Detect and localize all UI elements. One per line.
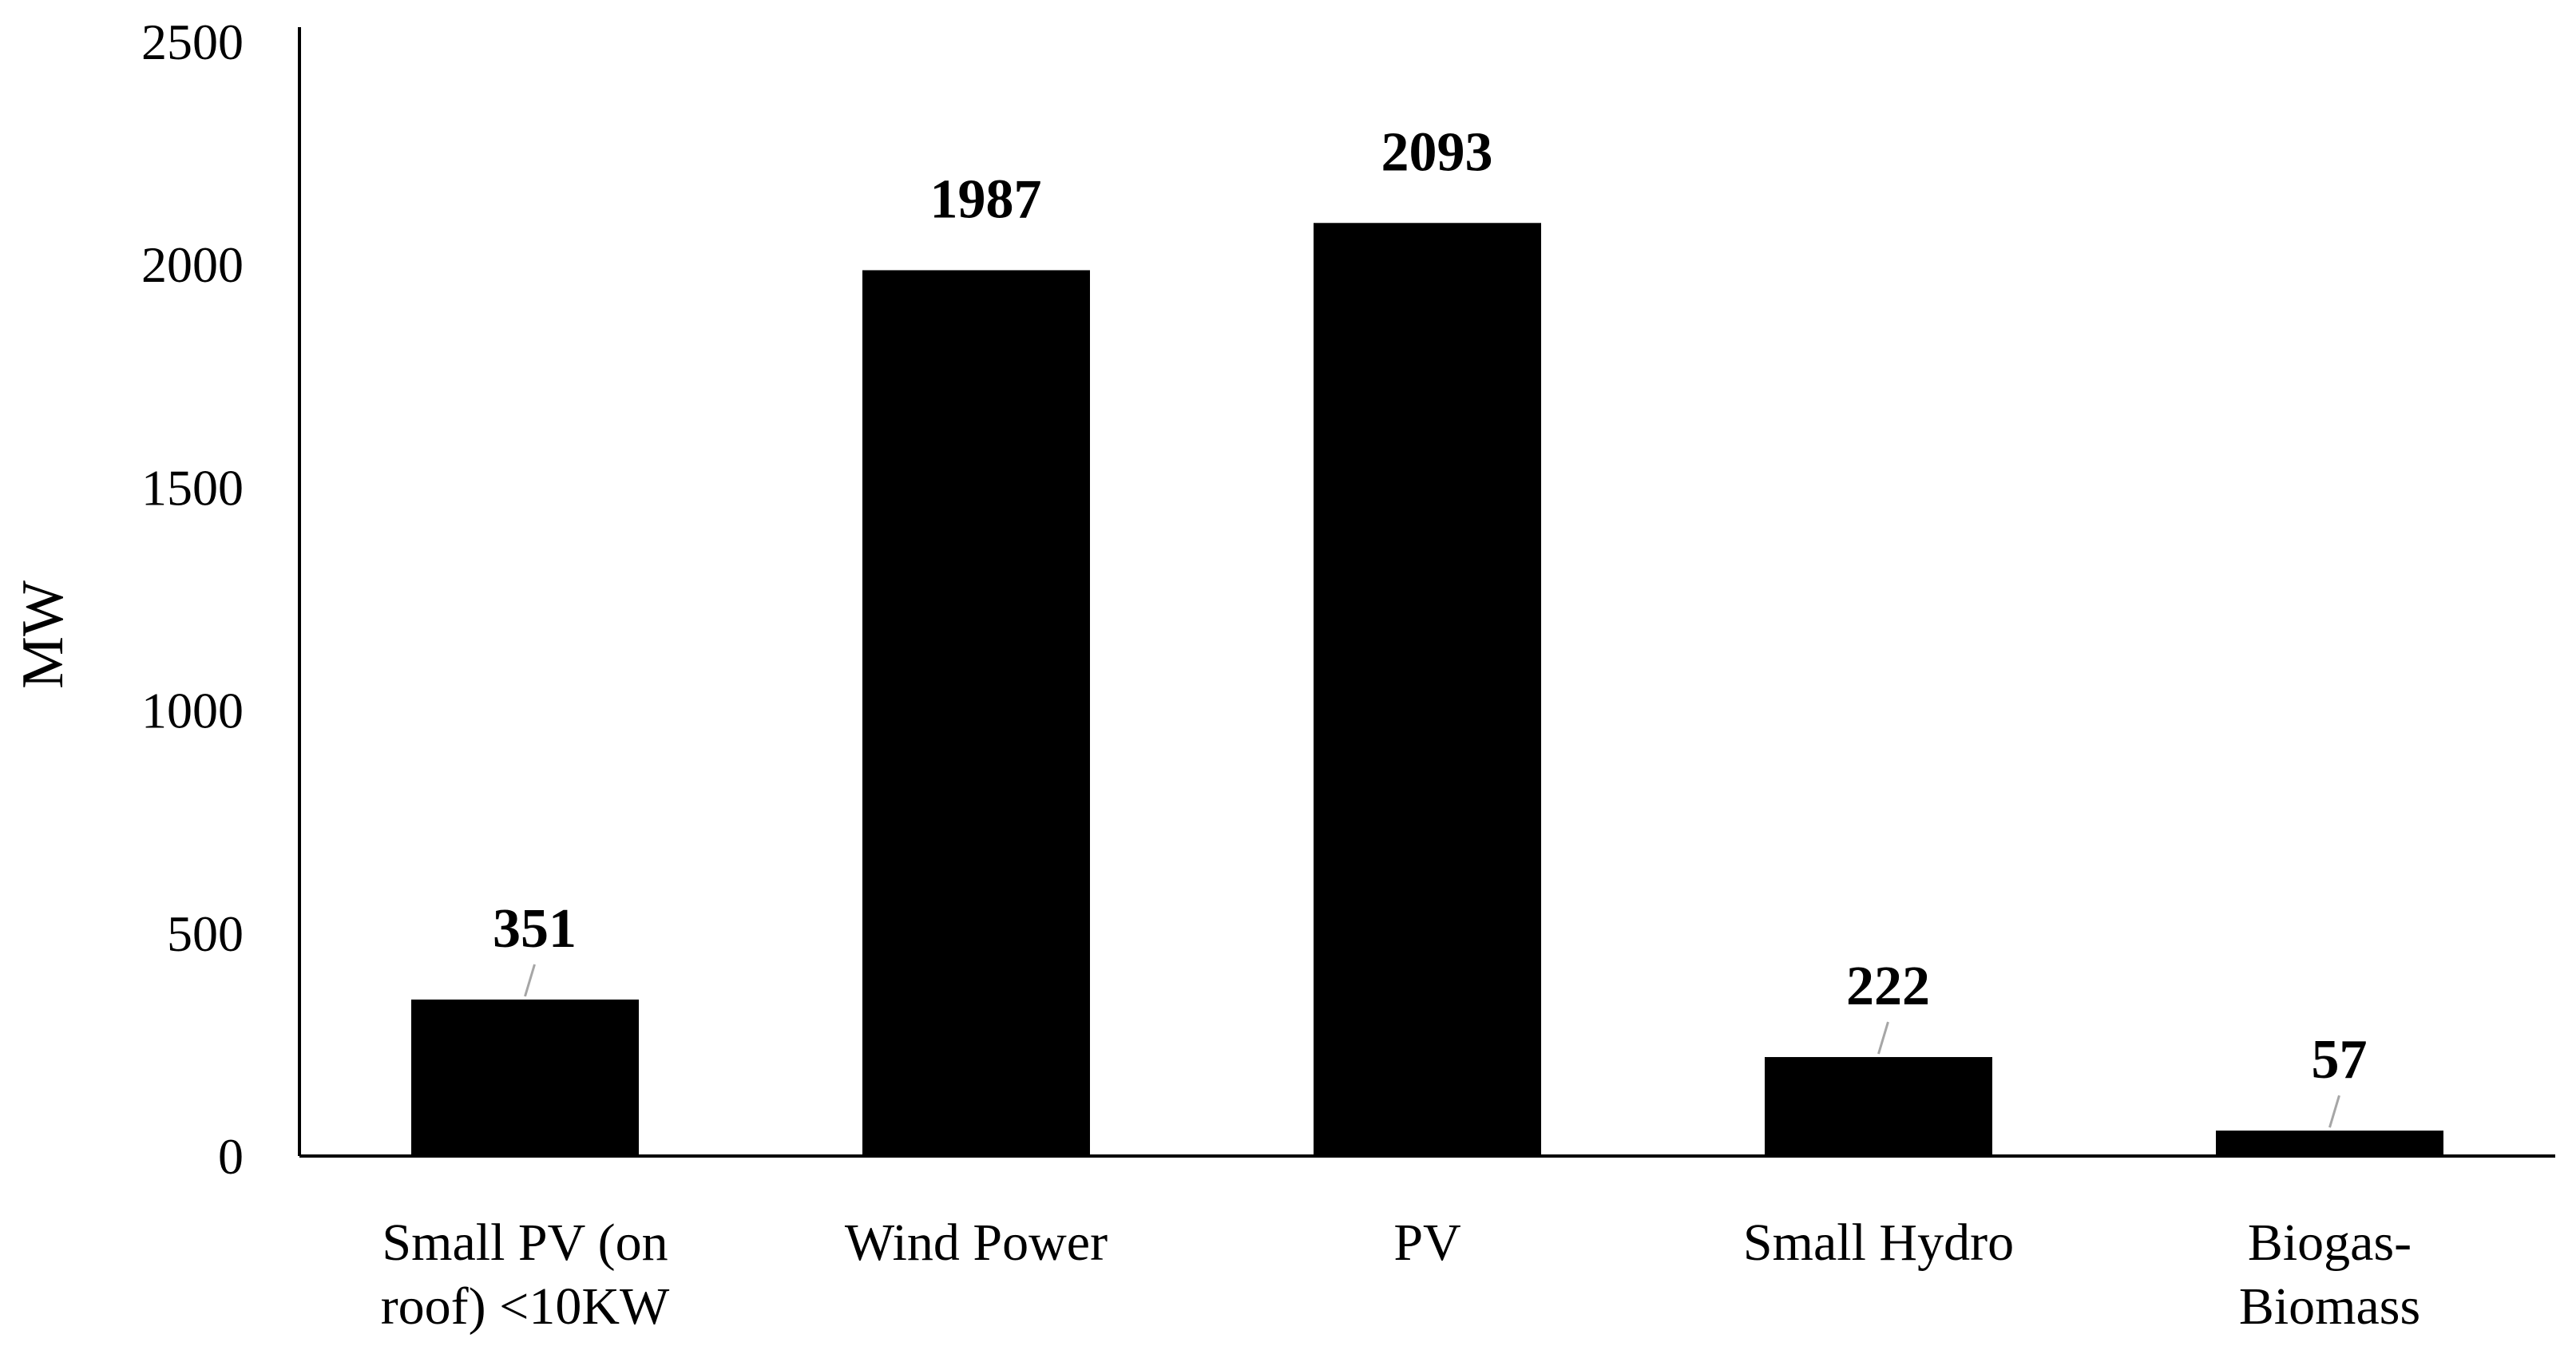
y-tick-label: 500: [167, 905, 244, 962]
data-label: 2093: [1381, 121, 1493, 183]
bar: [1765, 1057, 1992, 1156]
x-tick-label: PV: [1393, 1214, 1460, 1272]
x-tick-label-line: Wind Power: [845, 1214, 1108, 1272]
bar: [862, 270, 1090, 1156]
data-label: 222: [1846, 956, 1930, 1017]
y-tick-label: 2000: [141, 236, 244, 293]
leader-line: [524, 964, 536, 997]
x-tick-label-line: roof) <10KW: [381, 1277, 670, 1336]
bar: [1314, 223, 1541, 1156]
x-tick-label: Wind Power: [845, 1214, 1108, 1272]
leader-lines: [524, 964, 2340, 1128]
x-axis: Small PV (on roof) <10KW Wind Power PV Small…: [299, 1154, 2555, 1336]
x-tick-label: Small PV (on roof) <10KW: [381, 1214, 670, 1336]
y-axis-title: MW: [10, 580, 76, 689]
x-tick-label-line: Biomass: [2239, 1277, 2420, 1336]
data-label: 57: [2312, 1029, 2368, 1091]
x-tick-label-line: Small Hydro: [1743, 1214, 2014, 1272]
y-tick-label: 1500: [141, 459, 244, 516]
data-labels: 351 1987 2093 222 57: [493, 121, 2368, 1091]
y-tick-label: 1000: [141, 683, 244, 739]
bars: [411, 223, 2443, 1156]
leader-line: [1877, 1021, 1889, 1055]
data-label: 1987: [930, 168, 1042, 230]
y-tick-label: 2500: [141, 14, 244, 70]
x-tick-label-line: PV: [1393, 1214, 1460, 1272]
bar: [2216, 1130, 2443, 1156]
x-tick-label: Small Hydro: [1743, 1214, 2014, 1272]
x-tick-label-line: Biogas-: [2248, 1214, 2412, 1272]
leader-line: [2328, 1095, 2340, 1128]
data-label: 351: [493, 898, 577, 960]
bar: [411, 1000, 639, 1156]
y-axis: 0 500 1000 1500 2000 2500: [141, 14, 301, 1185]
x-tick-label: Biogas-Biomass: [2239, 1214, 2420, 1336]
y-tick-label: 0: [218, 1128, 244, 1185]
x-tick-label-line: Small PV (on: [382, 1214, 668, 1272]
